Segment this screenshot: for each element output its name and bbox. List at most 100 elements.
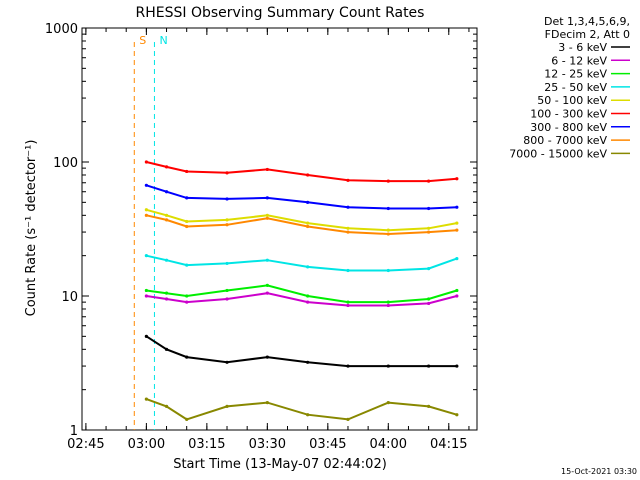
data-point [144,183,148,187]
data-point [265,196,269,200]
data-point [346,226,350,230]
data-point [386,303,390,308]
data-point [427,364,431,368]
data-point [386,364,390,368]
data-point [427,297,431,301]
data-point [306,265,310,269]
data-point [427,404,431,409]
data-point [265,216,269,220]
legend-entry: 100 - 300 keV [530,108,607,121]
data-point [265,291,269,295]
legend-entry: 25 - 50 keV [544,81,607,94]
legend-entry: 800 - 7000 keV [523,134,607,147]
data-point [185,300,189,304]
data-point [346,230,350,234]
data-point [455,364,459,368]
data-point [455,228,459,232]
x-axis-label: Start Time (13-May-07 02:44:02) [173,457,387,472]
data-point [144,254,148,258]
data-point [185,224,189,229]
data-point [164,258,169,262]
data-point [427,301,431,306]
data-point [386,401,390,405]
plot-area: 1 10 100 1000 02:45 03:00 03:15 03:30 03:45 04:00… [45,22,478,452]
data-point [346,364,350,368]
data-point [427,226,431,230]
data-point [386,268,390,273]
data-point [306,224,310,229]
data-point [185,294,189,298]
data-point [346,303,350,308]
data-point [144,288,148,293]
x-tick-label: 04:00 [370,437,407,452]
data-point [185,196,189,200]
x-tick-label: 03:15 [188,437,225,452]
series-line [146,292,458,307]
data-point [386,300,390,304]
footer-timestamp: 15-Oct-2021 03:30 [561,467,637,476]
annotation-label: N [159,34,167,47]
data-point [185,263,189,267]
data-point [306,173,310,177]
x-tick-label: 03:45 [309,437,346,452]
data-point [346,268,350,273]
x-tick-label: 02:45 [67,437,104,452]
data-point [164,165,169,169]
data-point [306,300,310,304]
data-point [346,178,350,182]
x-tick-label: 03:30 [249,437,286,452]
legend-entry: 300 - 800 keV [530,121,607,134]
data-point [455,288,459,293]
data-point [144,213,148,217]
data-point [346,300,350,304]
data-point [427,267,431,271]
data-point [265,167,269,172]
data-point [455,257,459,261]
plot-frame [81,27,478,431]
data-point [225,171,229,175]
legend-entry: 50 - 100 keV [537,94,607,107]
data-point [144,397,148,401]
data-point [185,219,189,224]
x-tick-label: 03:00 [128,437,165,452]
legend-entry: 12 - 25 keV [544,68,607,81]
data-point [185,169,189,174]
data-point [225,288,229,293]
data-point [225,261,229,266]
data-point [225,404,229,409]
data-point [265,355,269,359]
legend-header-2: FDecim 2, Att 0 [545,28,630,41]
series-line [146,398,458,421]
legend-header-1: Det 1,3,4,5,6,9, [544,15,630,28]
data-point [164,218,169,222]
annotation-label: S [139,34,146,47]
series-line [145,335,457,368]
data-point [306,200,310,204]
legend-entry: 6 - 12 keV [551,54,607,67]
data-point [386,228,390,232]
y-axis-label: Count Rate (s⁻¹ detector⁻¹) [24,140,39,317]
series-line [146,214,457,236]
data-point [386,179,390,183]
y-tick-label: 100 [53,156,78,171]
data-point [225,197,229,201]
data-point [144,294,148,298]
data-point [265,401,269,405]
data-point [144,208,148,212]
data-point [386,206,390,211]
data-point [144,160,148,164]
y-tick-label: 1000 [45,22,78,37]
data-point [306,294,310,298]
data-point [265,213,269,217]
data-point [386,232,390,236]
data-point [144,334,148,338]
data-point [265,258,269,262]
series-line [146,184,457,210]
series-line [146,254,458,272]
data-point [427,179,431,183]
data-point [185,355,189,359]
data-point [427,230,431,234]
data-point [427,206,431,211]
series-line [146,161,457,183]
data-point [346,417,350,421]
